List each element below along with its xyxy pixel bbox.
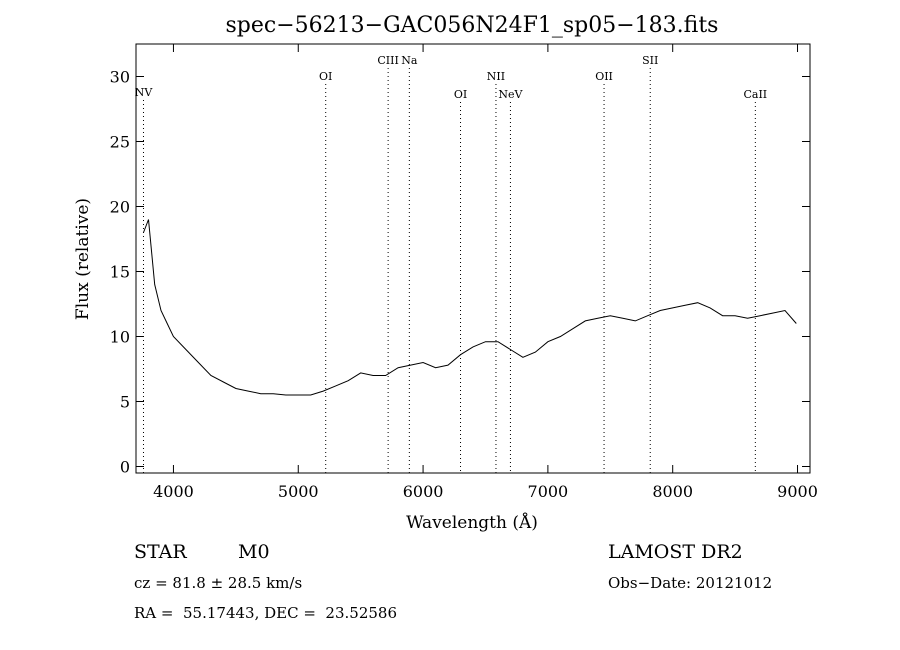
spectral-line-label: SII [642, 54, 658, 67]
spectral-line-label: OI [454, 88, 467, 101]
x-tick-label: 4000 [153, 482, 194, 501]
sky-coordinates: RA = 55.17443, DEC = 23.52586 [134, 604, 398, 622]
object-subclass: M0 [238, 541, 270, 563]
y-tick-label: 5 [120, 393, 130, 412]
axis-ticks: 4000 5000 6000 7000 8000 9000 0 5 10 15 20 25 30 [110, 44, 818, 501]
spectral-line-label: NV [135, 86, 154, 99]
y-axis-label: Flux (relative) [73, 198, 93, 320]
x-tick-label: 5000 [278, 482, 319, 501]
y-tick-label: 15 [110, 263, 130, 282]
x-tick-label: 7000 [528, 482, 569, 501]
x-axis-label: Wavelength (Å) [406, 512, 538, 533]
spectral-line-label: CIII [377, 54, 398, 67]
y-tick-label: 0 [120, 458, 130, 477]
spectral-line-label: OII [595, 70, 613, 83]
spectral-line-markers: NV OI CIII Na OI NII NeV OII SII CaII [135, 54, 767, 473]
x-tick-label: 6000 [403, 482, 444, 501]
spectral-line-label: OI [319, 70, 332, 83]
spectral-line-label: CaII [743, 88, 767, 101]
chart-title: spec−56213−GAC056N24F1_sp05−183.fits [226, 13, 719, 38]
spectral-line-label: Na [401, 54, 418, 67]
y-tick-label: 25 [110, 133, 130, 152]
y-tick-label: 30 [110, 68, 130, 87]
spectral-line-label: NII [487, 70, 505, 83]
plot-frame [135, 43, 811, 474]
observation-date: Obs−Date: 20121012 [608, 574, 773, 592]
object-class: STAR [134, 541, 187, 563]
y-tick-label: 20 [110, 198, 130, 217]
y-tick-label: 10 [110, 328, 130, 347]
x-tick-label: 9000 [777, 482, 818, 501]
spectrum-series-line [143, 219, 797, 396]
redshift-velocity: cz = 81.8 ± 28.5 km/s [134, 574, 303, 592]
x-tick-label: 8000 [652, 482, 693, 501]
spectral-line-label: NeV [498, 88, 523, 101]
survey-name: LAMOST DR2 [608, 541, 743, 563]
